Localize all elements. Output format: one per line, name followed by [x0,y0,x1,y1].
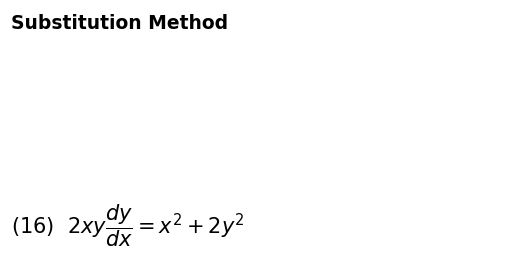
Text: Substitution Method: Substitution Method [11,14,229,33]
Text: (16)  $2xy\dfrac{dy}{dx} = x^2 + 2y^2$: (16) $2xy\dfrac{dy}{dx} = x^2 + 2y^2$ [11,203,245,249]
